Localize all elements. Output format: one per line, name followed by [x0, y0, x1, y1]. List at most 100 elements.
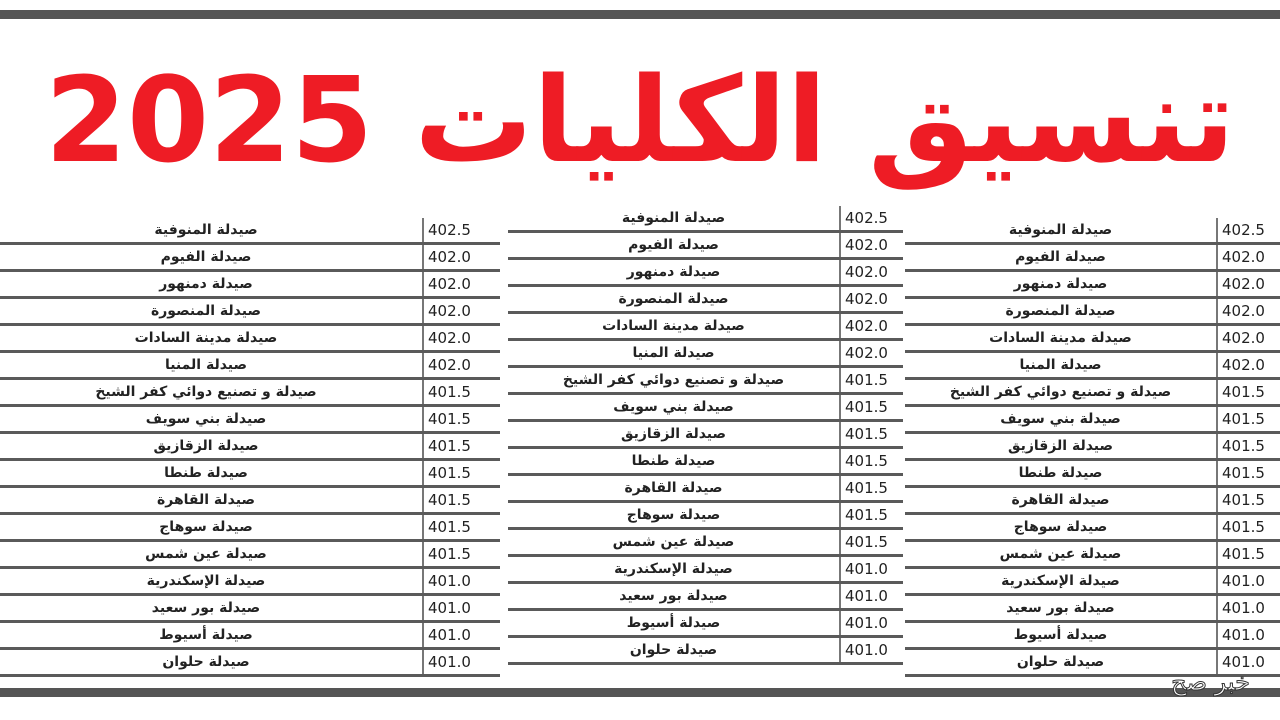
- table-row: 402.0 صيدلة دمنهور: [905, 272, 1280, 299]
- faculty-name-cell: صيدلة المنوفية: [621, 210, 726, 226]
- score-cell: 401.5: [422, 407, 500, 431]
- table-row: 402.0 صيدلة الفيوم: [508, 233, 903, 260]
- score-cell: 402.0: [422, 326, 500, 350]
- faculty-name-cell: صيدلة الزقازيق: [153, 438, 259, 454]
- faculty-name-cell: صيدلة سوهاج: [159, 519, 253, 535]
- bottom-rule: [0, 688, 1280, 697]
- table-row: 401.5 صيدلة القاهرة: [0, 488, 500, 515]
- faculty-name-cell: صيدلة بور سعيد: [619, 588, 728, 604]
- score-cell: 401.5: [839, 395, 903, 419]
- table-row: 401.0 صيدلة بور سعيد: [0, 596, 500, 623]
- score-cell: 401.5: [839, 503, 903, 527]
- score-cell: 401.0: [1216, 623, 1280, 647]
- score-cell: 401.5: [1216, 461, 1280, 485]
- faculty-name-cell: صيدلة المنيا: [164, 357, 248, 373]
- faculty-name-cell: صيدلة أسيوط: [159, 627, 253, 643]
- table-row: 401.5 صيدلة القاهرة: [905, 488, 1280, 515]
- score-cell: 402.0: [839, 314, 903, 338]
- faculty-name-cell: صيدلة طنطا: [1018, 465, 1103, 481]
- faculty-name-cell: صيدلة الزقازيق: [620, 426, 727, 442]
- table-row: 401.0 صيدلة أسيوط: [0, 623, 500, 650]
- table-row: 401.5 صيدلة و تصنيع دوائي كفر الشيخ: [0, 380, 500, 407]
- table-row: 402.5 صيدلة المنوفية: [905, 218, 1280, 245]
- faculty-name-cell: صيدلة و تصنيع دوائي كفر الشيخ: [95, 384, 317, 400]
- score-cell: 401.0: [839, 611, 903, 635]
- table-row: 402.5 صيدلة المنوفية: [0, 218, 500, 245]
- table-row: 402.0 صيدلة المنيا: [508, 341, 903, 368]
- table-row: 401.5 صيدلة بني سويف: [905, 407, 1280, 434]
- table-row: 402.5 صيدلة المنوفية: [508, 206, 903, 233]
- score-cell: 401.0: [839, 557, 903, 581]
- table-row: 401.5 صيدلة و تصنيع دوائي كفر الشيخ: [905, 380, 1280, 407]
- score-cell: 401.0: [422, 569, 500, 593]
- score-cell: 401.0: [1216, 650, 1280, 674]
- table-row: 401.0 صيدلة حلوان: [0, 650, 500, 677]
- score-cell: 402.0: [1216, 326, 1280, 350]
- table-row: 401.5 صيدلة طنطا: [0, 461, 500, 488]
- table-row: 402.0 صيدلة مدينة السادات: [0, 326, 500, 353]
- faculty-name-cell: صيدلة الإسكندرية: [146, 573, 266, 589]
- faculty-name-cell: صيدلة الزقازيق: [1007, 438, 1114, 454]
- faculty-name-cell: صيدلة عين شمس: [612, 534, 735, 550]
- table-row: 401.0 صيدلة حلوان: [905, 650, 1280, 677]
- score-cell: 402.0: [1216, 272, 1280, 296]
- score-cell: 401.5: [1216, 488, 1280, 512]
- scores-table-right: 402.5 صيدلة المنوفية 402.0 صيدلة الفيوم 402.…: [905, 218, 1280, 677]
- score-cell: 401.5: [839, 449, 903, 473]
- score-cell: 402.0: [422, 272, 500, 296]
- score-cell: 401.5: [839, 422, 903, 446]
- table-row: 401.0 صيدلة الإسكندرية: [508, 557, 903, 584]
- table-row: 401.5 صيدلة عين شمس: [508, 530, 903, 557]
- score-cell: 402.0: [839, 287, 903, 311]
- faculty-name-cell: صيدلة و تصنيع دوائي كفر الشيخ: [949, 384, 1172, 400]
- top-rule: [0, 10, 1280, 19]
- score-cell: 402.0: [839, 260, 903, 284]
- faculty-name-cell: صيدلة مدينة السادات: [134, 330, 278, 346]
- faculty-name-cell: صيدلة أسيوط: [626, 615, 721, 631]
- faculty-name-cell: صيدلة القاهرة: [624, 480, 723, 496]
- faculty-name-cell: صيدلة بور سعيد: [151, 600, 261, 616]
- faculty-name-cell: صيدلة الفيوم: [628, 237, 719, 253]
- score-cell: 402.0: [1216, 353, 1280, 377]
- score-cell: 401.5: [839, 368, 903, 392]
- faculty-name-cell: صيدلة بني سويف: [1000, 411, 1121, 427]
- faculty-name-cell: صيدلة المنصورة: [150, 303, 261, 319]
- score-cell: 401.5: [1216, 407, 1280, 431]
- table-row: 401.0 صيدلة حلوان: [508, 638, 903, 665]
- faculty-name-cell: صيدلة عين شمس: [145, 546, 267, 562]
- faculty-name-cell: صيدلة مدينة السادات: [989, 330, 1132, 346]
- score-cell: 401.0: [422, 596, 500, 620]
- table-row: 402.0 صيدلة المنصورة: [905, 299, 1280, 326]
- score-cell: 401.5: [1216, 515, 1280, 539]
- score-cell: 401.5: [1216, 380, 1280, 404]
- score-cell: 402.0: [422, 353, 500, 377]
- faculty-name-cell: صيدلة أسيوط: [1013, 627, 1108, 643]
- score-cell: 402.0: [839, 341, 903, 365]
- faculty-name-cell: صيدلة المنوفية: [1008, 222, 1113, 238]
- score-cell: 401.0: [1216, 596, 1280, 620]
- table-row: 401.0 صيدلة أسيوط: [508, 611, 903, 638]
- table-row: 402.0 صيدلة الفيوم: [905, 245, 1280, 272]
- faculty-name-cell: صيدلة عين شمس: [999, 546, 1122, 562]
- table-row: 402.0 صيدلة دمنهور: [508, 260, 903, 287]
- table-row: 401.5 صيدلة بني سويف: [0, 407, 500, 434]
- score-cell: 402.0: [839, 233, 903, 257]
- table-row: 401.5 صيدلة و تصنيع دوائي كفر الشيخ: [508, 368, 903, 395]
- score-cell: 401.0: [422, 623, 500, 647]
- score-cell: 402.0: [1216, 245, 1280, 269]
- faculty-name-cell: صيدلة الإسكندرية: [614, 561, 733, 577]
- faculty-name-cell: صيدلة المنصورة: [1005, 303, 1116, 319]
- score-cell: 401.5: [1216, 542, 1280, 566]
- faculty-name-cell: صيدلة بني سويف: [145, 411, 267, 427]
- faculty-name-cell: صيدلة الفيوم: [1015, 249, 1106, 265]
- faculty-name-cell: صيدلة الفيوم: [160, 249, 252, 265]
- table-row: 401.5 صيدلة القاهرة: [508, 476, 903, 503]
- faculty-name-cell: صيدلة القاهرة: [1011, 492, 1110, 508]
- faculty-name-cell: صيدلة دمنهور: [1013, 276, 1108, 292]
- score-cell: 401.0: [839, 638, 903, 662]
- faculty-name-cell: صيدلة سوهاج: [1013, 519, 1108, 535]
- score-cell: 401.5: [422, 542, 500, 566]
- faculty-name-cell: صيدلة مدينة السادات: [602, 318, 745, 334]
- faculty-name-cell: صيدلة سوهاج: [626, 507, 721, 523]
- score-cell: 401.5: [422, 380, 500, 404]
